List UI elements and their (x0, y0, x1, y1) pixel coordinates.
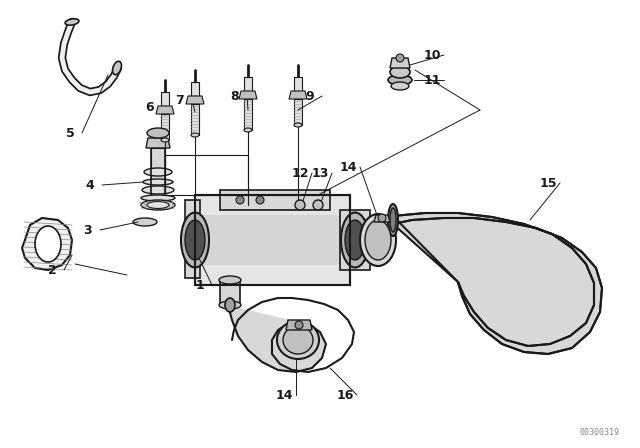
Text: 8: 8 (230, 90, 239, 103)
Ellipse shape (161, 138, 169, 142)
Polygon shape (289, 91, 307, 99)
Polygon shape (195, 215, 355, 265)
Circle shape (236, 196, 244, 204)
Polygon shape (191, 104, 199, 135)
Ellipse shape (188, 96, 202, 103)
Text: 11: 11 (423, 73, 441, 86)
Polygon shape (294, 99, 302, 125)
Ellipse shape (65, 19, 79, 25)
Ellipse shape (283, 326, 313, 354)
Ellipse shape (141, 195, 175, 201)
Polygon shape (195, 195, 350, 285)
Ellipse shape (185, 220, 205, 260)
Text: 10: 10 (423, 48, 441, 61)
Polygon shape (146, 138, 170, 148)
Ellipse shape (143, 179, 173, 185)
Ellipse shape (341, 212, 369, 267)
Ellipse shape (225, 298, 235, 312)
Polygon shape (161, 114, 169, 140)
Polygon shape (239, 91, 257, 99)
Ellipse shape (277, 321, 319, 359)
Polygon shape (220, 190, 330, 210)
Ellipse shape (244, 128, 252, 132)
Ellipse shape (360, 214, 396, 266)
Circle shape (295, 321, 303, 329)
Ellipse shape (191, 133, 199, 137)
Polygon shape (244, 99, 252, 130)
Text: 16: 16 (336, 388, 354, 401)
Text: 4: 4 (86, 178, 94, 191)
Polygon shape (393, 213, 602, 354)
Circle shape (313, 200, 323, 210)
Polygon shape (161, 92, 169, 108)
Circle shape (295, 200, 305, 210)
Polygon shape (191, 82, 199, 98)
Text: 7: 7 (175, 94, 184, 107)
Polygon shape (294, 77, 302, 93)
Ellipse shape (388, 75, 412, 85)
Polygon shape (185, 200, 200, 278)
Polygon shape (340, 210, 370, 270)
Ellipse shape (241, 91, 255, 99)
Ellipse shape (294, 123, 302, 127)
Text: 1: 1 (196, 279, 204, 292)
Circle shape (396, 54, 404, 62)
Text: 00300319: 00300319 (580, 427, 620, 436)
Ellipse shape (147, 128, 169, 138)
Text: 14: 14 (275, 388, 292, 401)
Text: 15: 15 (540, 177, 557, 190)
Ellipse shape (113, 61, 122, 75)
Polygon shape (220, 280, 240, 305)
Polygon shape (156, 106, 174, 114)
Ellipse shape (390, 66, 410, 78)
Ellipse shape (158, 107, 172, 113)
Ellipse shape (219, 301, 241, 309)
Polygon shape (244, 77, 252, 93)
Ellipse shape (142, 186, 174, 194)
Polygon shape (186, 96, 204, 104)
Polygon shape (390, 58, 410, 68)
Text: 3: 3 (84, 224, 92, 237)
Circle shape (378, 214, 386, 222)
Text: 2: 2 (47, 263, 56, 276)
Text: 12: 12 (291, 167, 308, 180)
Ellipse shape (144, 168, 172, 176)
Ellipse shape (391, 82, 409, 90)
Polygon shape (228, 305, 326, 372)
Ellipse shape (365, 220, 391, 260)
Polygon shape (286, 320, 312, 330)
Circle shape (256, 196, 264, 204)
Ellipse shape (133, 218, 157, 226)
Ellipse shape (388, 204, 398, 236)
Polygon shape (151, 148, 165, 195)
Ellipse shape (147, 202, 169, 208)
Text: 14: 14 (339, 160, 356, 173)
Ellipse shape (141, 200, 175, 210)
Text: 5: 5 (66, 126, 74, 139)
Text: 6: 6 (146, 100, 154, 113)
Ellipse shape (345, 220, 365, 260)
Polygon shape (374, 215, 390, 222)
Polygon shape (22, 218, 72, 270)
Ellipse shape (35, 226, 61, 262)
Ellipse shape (291, 91, 305, 99)
Text: 13: 13 (311, 167, 329, 180)
Ellipse shape (181, 212, 209, 267)
Ellipse shape (219, 276, 241, 284)
Ellipse shape (390, 208, 396, 232)
Text: 9: 9 (306, 90, 314, 103)
